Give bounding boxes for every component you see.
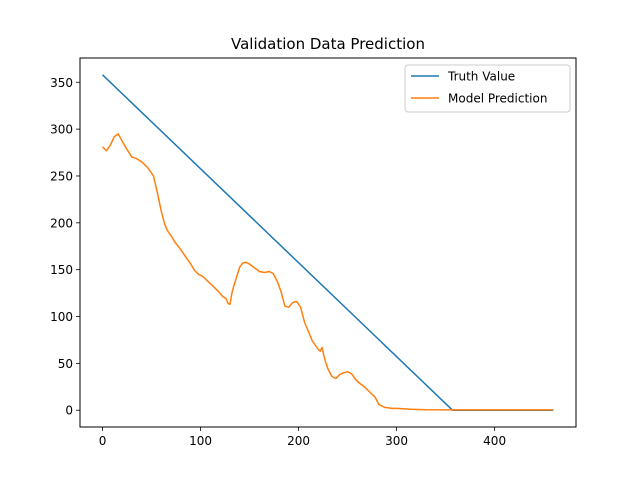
axes-frame (79, 57, 577, 428)
series-layer (101, 74, 554, 411)
y-tick-label: 100 (50, 310, 73, 324)
y-tick-label: 0 (65, 404, 73, 418)
series-line-model-prediction (101, 133, 554, 411)
legend: Truth Value Model Prediction (404, 64, 571, 113)
y-tick-label: 300 (50, 123, 73, 137)
y-axis: 0 50 100 150 200 250 300 350 (50, 76, 80, 418)
x-tick-label: 400 (483, 434, 506, 448)
x-tick-label: 200 (287, 434, 310, 448)
x-tick-label: 100 (189, 434, 212, 448)
y-tick-label: 200 (50, 216, 73, 230)
y-tick-label: 250 (50, 169, 73, 183)
legend-label-model-prediction: Model Prediction (448, 92, 547, 106)
x-tick-label: 300 (385, 434, 408, 448)
chart-title: Validation Data Prediction (231, 35, 425, 53)
y-tick-label: 50 (58, 357, 73, 371)
x-axis: 0 100 200 300 400 (99, 427, 506, 448)
legend-box (404, 64, 571, 113)
y-tick-label: 350 (50, 76, 73, 90)
legend-label-truth-value: Truth Value (447, 70, 515, 84)
x-tick-label: 0 (99, 434, 107, 448)
y-tick-label: 150 (50, 263, 73, 277)
